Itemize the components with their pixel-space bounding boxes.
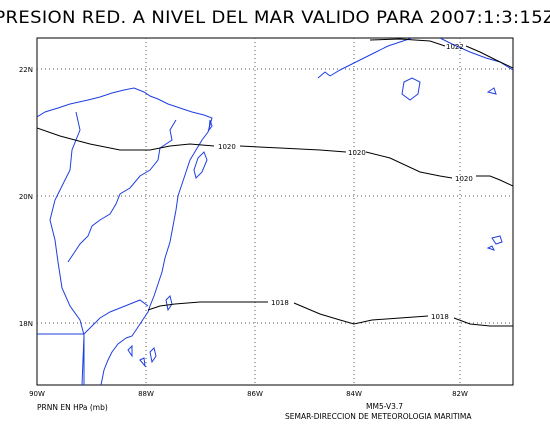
units-label: PRNN EN HPa (mb) <box>37 403 108 412</box>
isobar-label: 1018 <box>271 299 289 307</box>
map-footer: PRNN EN HPa (mb) MM5-V3.7 SEMAR-DIRECCIO… <box>37 402 472 421</box>
graticule <box>37 38 513 385</box>
cuba-bay <box>317 71 331 79</box>
lat-tick-label: 18N <box>19 320 33 328</box>
agency-credit: SEMAR-DIRECCION DE METEOROLOGIA MARITIMA <box>285 412 472 421</box>
isobar-labels: 1022 1020 1020 1020 1018 1018 <box>218 43 473 321</box>
lon-tick-label: 86W <box>247 390 263 398</box>
belize-coastline <box>100 337 127 385</box>
isla-mujeres <box>208 119 213 132</box>
isobars <box>37 38 513 327</box>
axis-labels: 90W 88W 86W 84W 82W 22N 20N 18N <box>19 66 468 398</box>
caribbean-islet <box>491 235 503 245</box>
belize-cays <box>127 344 157 368</box>
model-version: MM5-V3.7 <box>366 402 403 411</box>
isla-de-la-juventud <box>401 77 421 101</box>
state-boundary-quintana-roo <box>67 119 177 263</box>
yucatan-coastline <box>37 87 213 339</box>
state-boundary-campeche <box>49 111 85 385</box>
lat-tick-label: 20N <box>19 193 33 201</box>
cuba-cay <box>486 87 497 95</box>
lon-tick-label: 88W <box>138 390 154 398</box>
map-title: PRESION RED. A NIVEL DEL MAR VALIDO PARA… <box>0 8 550 28</box>
lon-tick-label: 82W <box>452 390 468 398</box>
isobar-label: 1020 <box>218 143 236 151</box>
isobar-1022 <box>369 38 513 69</box>
lon-tick-label: 84W <box>346 390 362 398</box>
isobar-1020 <box>37 127 513 187</box>
coastlines <box>37 38 513 385</box>
isobar-1018 <box>147 301 513 327</box>
border-mexico-guatemala <box>37 299 149 335</box>
caribbean-islet-2 <box>486 245 495 251</box>
lat-tick-label: 22N <box>19 66 33 74</box>
isobar-label: 1020 <box>455 175 473 183</box>
cozumel-island <box>193 151 208 179</box>
map-frame <box>36 37 514 386</box>
chinchorro <box>165 295 173 312</box>
isobar-label: 1018 <box>431 313 449 321</box>
isobar-label: 1020 <box>348 149 366 157</box>
isobar-label: 1022 <box>446 43 464 51</box>
cuba-coastline <box>329 38 513 77</box>
lon-tick-label: 90W <box>29 390 45 398</box>
